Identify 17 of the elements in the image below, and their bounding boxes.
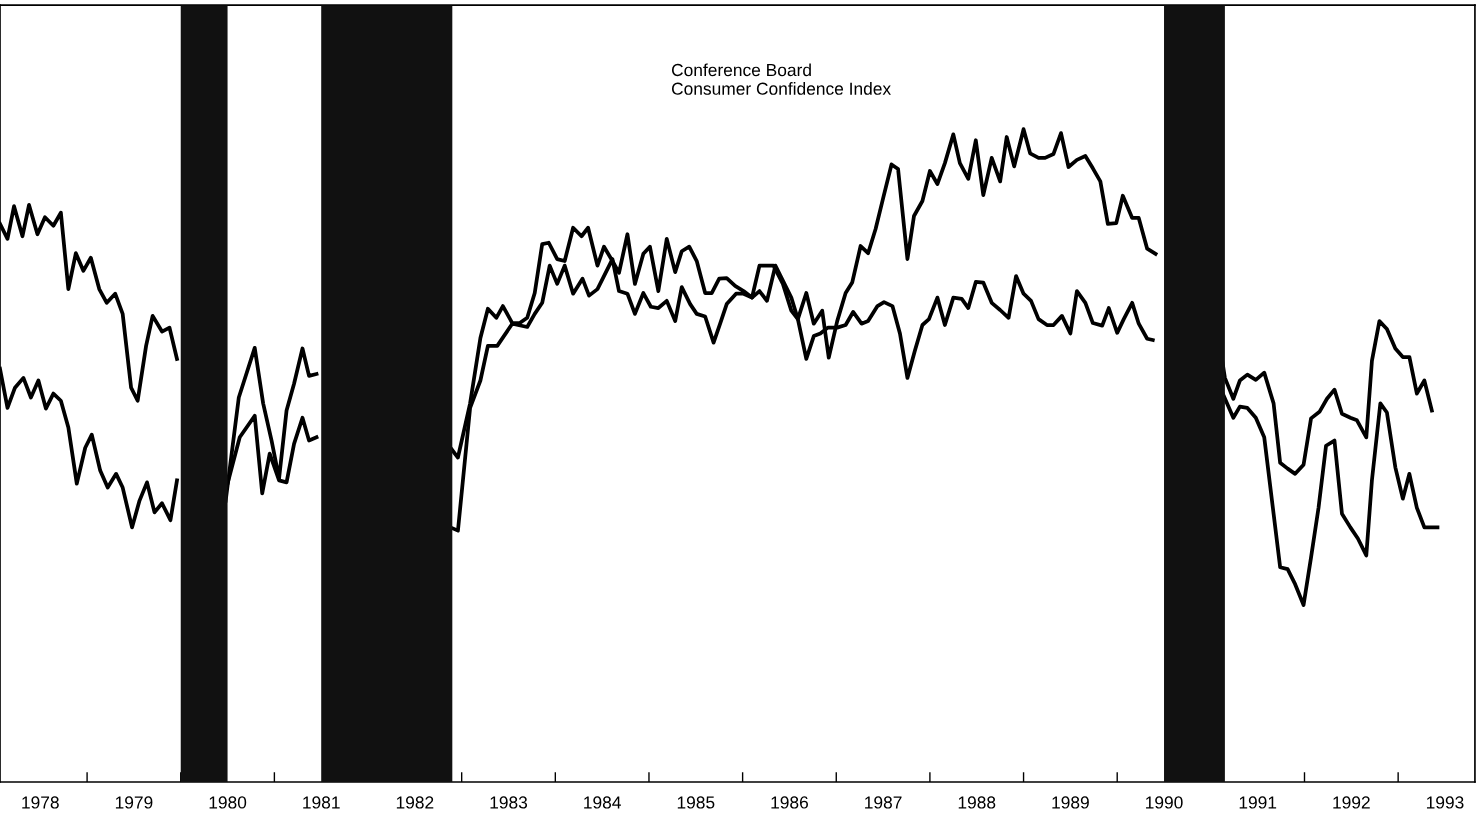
x-tick-label: 1989 [1052, 796, 1089, 809]
text: Conference Board Consumer Confidence Index [671, 63, 891, 95]
x-tick-label: 1993 [1426, 796, 1464, 809]
x-tick-label: 1992 [1333, 796, 1370, 809]
x-tick-label: 1990 [1146, 796, 1183, 809]
x-tick-label: 1979 [115, 796, 153, 809]
x-tick-label: 1988 [958, 796, 996, 809]
x-tick-label: 1991 [1239, 796, 1277, 809]
x-tick-label: 1983 [490, 796, 528, 809]
x-tick-label: 1984 [584, 796, 621, 809]
x-tick-label: 1978 [22, 796, 59, 809]
x-tick-label: 1987 [865, 796, 902, 809]
x-tick-label: 1986 [771, 796, 808, 809]
x-tick-label: 1980 [209, 796, 247, 809]
x-tick-label: 1982 [396, 796, 434, 809]
x-tick-label: 1981 [303, 796, 340, 809]
x-tick-label: 1985 [677, 796, 715, 809]
